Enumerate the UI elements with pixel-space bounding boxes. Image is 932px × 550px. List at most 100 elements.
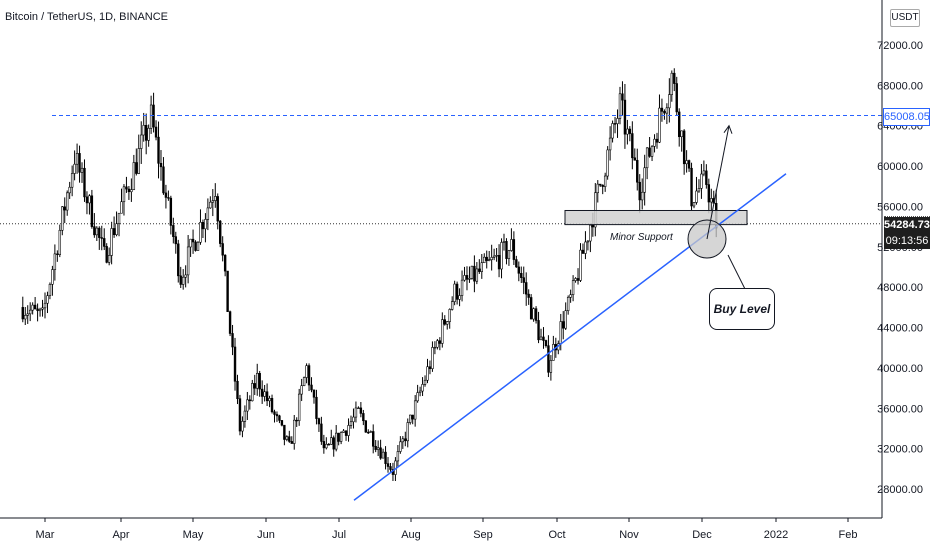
candle-body	[648, 147, 651, 157]
candle-body	[51, 269, 54, 285]
candle-body	[174, 236, 177, 245]
candle-body	[450, 301, 454, 310]
candle-body	[219, 220, 222, 244]
candle-body	[569, 294, 572, 298]
candle-body	[695, 190, 698, 203]
candle-body	[522, 277, 525, 283]
candle-body	[243, 410, 247, 422]
candle-body	[196, 241, 200, 251]
candle-body	[404, 438, 407, 442]
candle-body	[199, 222, 202, 243]
candle-body	[638, 181, 641, 201]
candle-body	[159, 162, 163, 168]
candle-body	[564, 310, 567, 329]
candle-body	[492, 255, 496, 258]
candle-body	[685, 160, 688, 165]
candle-body	[505, 241, 508, 259]
candle-body	[172, 225, 175, 237]
candle-body	[665, 107, 669, 114]
candle-body	[483, 256, 486, 263]
time-axis[interactable]: Mar Apr May Jun Jul Aug Sep Oct Nov Dec 2022 Feb	[36, 518, 858, 541]
candle-body	[640, 191, 644, 201]
candle-body	[315, 396, 318, 419]
candle-body	[186, 246, 190, 276]
candle-body	[320, 423, 323, 442]
candle-body	[130, 189, 133, 193]
candle-body	[46, 295, 49, 304]
candle-body	[43, 302, 47, 309]
price-tick-label: 68000.00	[877, 80, 923, 92]
candle-body	[28, 309, 32, 315]
candle-body	[327, 443, 330, 446]
candle-body	[63, 206, 66, 211]
candle-body	[581, 249, 585, 254]
candle-body	[246, 399, 249, 412]
candle-body	[478, 268, 481, 272]
candle-body	[26, 313, 29, 316]
candle-body	[221, 243, 224, 256]
candle-body	[613, 123, 617, 125]
candle-body	[135, 162, 138, 174]
candle-body	[660, 107, 664, 112]
candle-body	[436, 340, 439, 348]
time-tick-label: Nov	[619, 529, 639, 541]
candle-body	[78, 153, 81, 173]
candle-body	[228, 311, 232, 334]
candle-body	[507, 250, 511, 259]
candle-body	[532, 308, 535, 320]
candle-body	[678, 111, 681, 138]
candle-body	[611, 123, 614, 139]
time-tick-label: Jul	[332, 529, 346, 541]
candle-body	[290, 441, 293, 444]
time-tick-label: 2022	[764, 529, 788, 541]
price-tick-label: 32000.00	[877, 444, 923, 456]
candle-body	[631, 133, 634, 159]
candle-body	[140, 134, 143, 149]
candle-body	[673, 72, 676, 84]
candle-body	[117, 212, 121, 225]
candle-body	[594, 192, 597, 228]
candle-body	[643, 167, 646, 193]
price-tick-label: 72000.00	[877, 40, 923, 52]
candle-body	[283, 424, 286, 440]
candle-body	[177, 243, 180, 277]
candle-body	[189, 238, 192, 248]
time-tick-label: Aug	[401, 529, 421, 541]
candle-body	[275, 414, 279, 417]
candle-body	[423, 379, 427, 385]
candle-body	[525, 282, 528, 295]
candle-body	[421, 384, 424, 392]
price-tick-label: 36000.00	[877, 403, 923, 415]
candle-body	[157, 136, 160, 164]
candle-body	[446, 321, 449, 325]
candle-body	[184, 274, 187, 278]
candle-body	[352, 416, 355, 423]
candle-body	[485, 256, 488, 261]
candle-body	[599, 183, 602, 186]
candle-body	[58, 229, 62, 255]
candle-body	[650, 146, 654, 157]
candle-body	[418, 390, 422, 393]
candle-body	[670, 72, 674, 95]
candle-body	[700, 173, 703, 189]
candle-body	[379, 447, 382, 459]
minor-support-zone[interactable]	[564, 209, 748, 226]
candle-body	[687, 160, 691, 169]
candle-body	[441, 319, 444, 344]
candle-body	[517, 266, 521, 274]
candle-body	[310, 384, 313, 391]
candle-body	[591, 224, 595, 228]
candle-body	[571, 280, 575, 295]
candle-body	[381, 451, 385, 459]
projection-arrow[interactable]	[706, 124, 733, 240]
candle-body	[431, 347, 434, 369]
candle-body	[70, 173, 74, 188]
candle-body	[401, 438, 405, 443]
candle-body	[463, 275, 466, 281]
candle-body	[112, 228, 116, 236]
candle-body	[169, 197, 173, 226]
buy-level-callout[interactable]: Buy Level	[709, 288, 775, 330]
price-tick-label: 48000.00	[877, 282, 923, 294]
candle-body	[616, 118, 619, 124]
